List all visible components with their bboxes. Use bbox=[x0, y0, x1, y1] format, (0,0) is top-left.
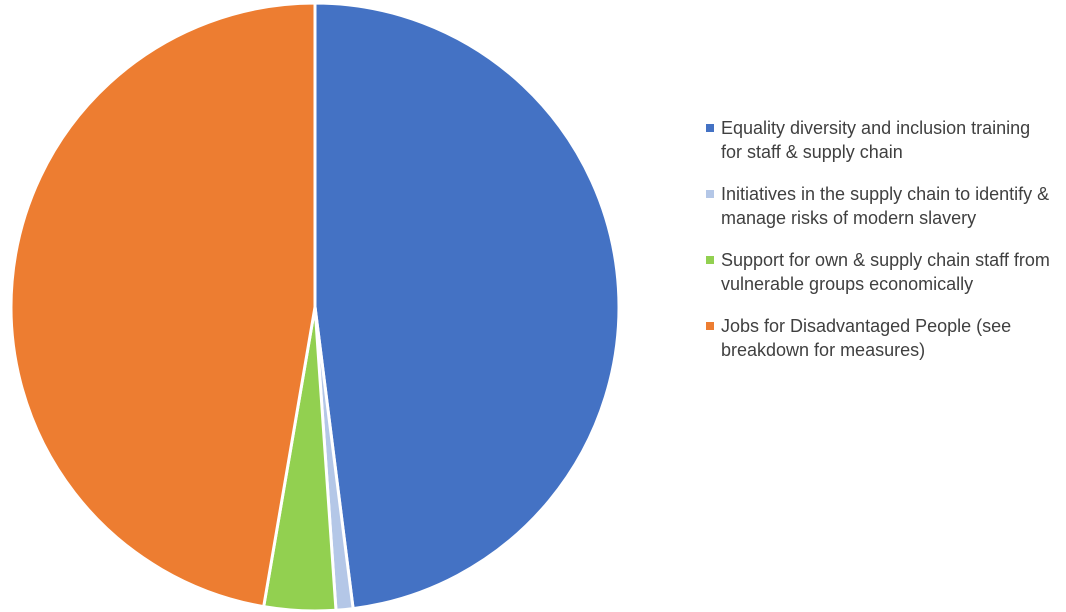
pie-slice-0 bbox=[313, 1, 621, 611]
legend-label-2: Support for own & supply chain staff fro… bbox=[721, 250, 1050, 294]
legend-label-3: Jobs for Disadvantaged People (see break… bbox=[721, 316, 1012, 360]
legend-label-0: Equality diversity and inclusion trainin… bbox=[721, 118, 1031, 162]
legend-item-0: Equality diversity and inclusion trainin… bbox=[706, 116, 1056, 164]
legend-item-1: Initiatives in the supply chain to ident… bbox=[706, 182, 1056, 230]
pie-slice-3 bbox=[9, 1, 317, 609]
legend-swatch-0 bbox=[706, 124, 714, 132]
legend-swatch-3 bbox=[706, 322, 714, 330]
pie-slices bbox=[9, 1, 621, 612]
legend-label-1: Initiatives in the supply chain to ident… bbox=[721, 184, 1050, 228]
pie-chart bbox=[9, 1, 621, 612]
legend-swatch-1 bbox=[706, 190, 714, 198]
legend-item-3: Jobs for Disadvantaged People (see break… bbox=[706, 314, 1056, 362]
legend-item-2: Support for own & supply chain staff fro… bbox=[706, 248, 1056, 296]
legend-swatch-2 bbox=[706, 256, 714, 264]
legend: Equality diversity and inclusion trainin… bbox=[706, 116, 1056, 380]
